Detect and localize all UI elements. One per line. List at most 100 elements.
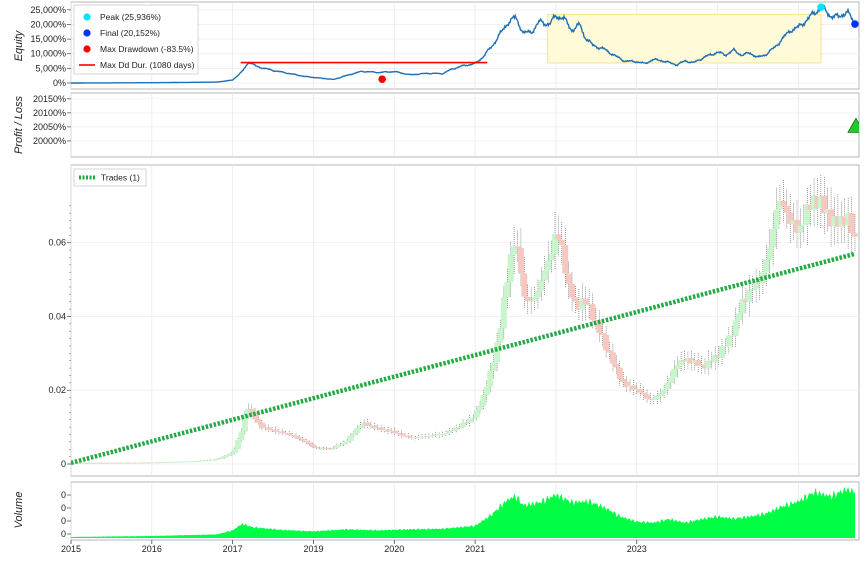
candle-body xyxy=(187,461,194,463)
candle-body xyxy=(81,462,88,464)
candle-body xyxy=(596,320,603,333)
candle-body xyxy=(790,219,797,224)
candle-body xyxy=(374,427,381,429)
candle-body xyxy=(783,205,790,213)
candle-body xyxy=(845,213,852,226)
candle-body xyxy=(381,429,388,431)
candle-body xyxy=(811,195,818,210)
candle-body xyxy=(851,233,858,237)
candle-body xyxy=(115,462,122,464)
candle-body xyxy=(555,234,562,240)
candle-body xyxy=(531,297,538,301)
candle-body xyxy=(248,408,255,413)
legend-mdd-label: Max Drawdown (-83.5%) xyxy=(100,44,194,54)
max-drawdown-marker xyxy=(378,75,386,83)
candle-body xyxy=(712,355,719,363)
candle-body xyxy=(91,462,98,464)
candle-body xyxy=(753,282,760,289)
drawdown-shade xyxy=(547,13,822,64)
candle-body xyxy=(678,359,685,366)
candle-body xyxy=(681,359,688,362)
candle-body xyxy=(637,388,644,393)
candle-body xyxy=(146,462,153,464)
price-legend: Trades (1) xyxy=(73,168,147,187)
profit-loss-y-tick-label: 20050% xyxy=(33,122,66,132)
candle-body xyxy=(715,355,722,358)
candle-body xyxy=(371,425,378,429)
candle-body xyxy=(528,300,535,302)
candle-body xyxy=(483,386,490,396)
candle-body xyxy=(255,419,262,423)
candle-body xyxy=(603,334,610,351)
candle-body xyxy=(766,247,773,260)
candle-body xyxy=(548,253,555,261)
candle-body xyxy=(364,422,371,426)
profit-loss-y-tick-label: 20100% xyxy=(33,108,66,118)
candle-body xyxy=(344,440,351,443)
candle-body xyxy=(507,254,514,283)
legend-trades-label: Trades (1) xyxy=(101,173,140,183)
candle-body xyxy=(756,282,763,284)
candle-body xyxy=(388,430,395,432)
price-panel xyxy=(70,164,860,477)
volume-y-tick-label: 0 xyxy=(61,503,66,513)
x-tick-label: 2020 xyxy=(384,544,404,554)
candle-body xyxy=(732,319,739,337)
candle-body xyxy=(640,392,647,395)
candle-body xyxy=(354,427,361,433)
x-tick-label: 2021 xyxy=(465,544,485,554)
candle-body xyxy=(579,298,586,310)
candle-body xyxy=(160,462,167,464)
candle-body xyxy=(749,288,756,291)
candle-body xyxy=(166,462,173,463)
candle-body xyxy=(466,418,473,423)
candle-body xyxy=(562,245,569,274)
profit-loss-y-ticks: 20150% 20100% 20050% 20000% xyxy=(33,94,71,146)
candle-body xyxy=(177,461,184,463)
legend-final-icon xyxy=(83,29,91,37)
candle-body xyxy=(272,429,279,433)
candle-body xyxy=(190,461,197,463)
candle-body xyxy=(279,431,286,433)
candle-body xyxy=(534,290,541,298)
candle-body xyxy=(797,225,804,233)
candle-body xyxy=(807,204,814,210)
candle-body xyxy=(630,385,637,390)
candle-body xyxy=(616,367,623,379)
candle-body xyxy=(228,453,235,456)
candle-body xyxy=(217,457,224,460)
candle-body xyxy=(125,462,132,464)
equity-y-tick-label: 15,000% xyxy=(30,34,66,44)
candle-body xyxy=(269,429,276,431)
candle-body xyxy=(759,272,766,284)
price-candles xyxy=(71,174,858,464)
candle-body xyxy=(292,435,299,438)
candle-body xyxy=(98,462,105,464)
price-y-ticks: 0.06 0.04 0.02 0 xyxy=(48,205,71,469)
candle-body xyxy=(674,365,681,369)
candle-body xyxy=(194,460,201,462)
price-y-tick-label: 0.06 xyxy=(48,238,66,248)
candle-body xyxy=(71,462,78,464)
candle-body xyxy=(592,319,599,321)
candle-body xyxy=(350,432,357,436)
candle-body xyxy=(821,195,828,214)
candle-body xyxy=(517,247,524,274)
candle-body xyxy=(78,462,85,464)
candle-body xyxy=(776,200,783,210)
candle-body xyxy=(804,204,811,225)
candle-body xyxy=(497,328,504,343)
candle-body xyxy=(429,435,436,437)
candle-body xyxy=(347,435,354,441)
candle-body xyxy=(235,439,242,449)
profit-loss-ylabel: Profit / Loss xyxy=(13,95,25,154)
candle-body xyxy=(647,398,654,400)
candle-body xyxy=(395,432,402,434)
candle-body xyxy=(149,462,156,464)
candle-body xyxy=(575,301,582,310)
candle-body xyxy=(180,461,187,463)
candle-body xyxy=(599,332,606,335)
candle-body xyxy=(412,437,419,439)
candle-body xyxy=(262,427,269,429)
